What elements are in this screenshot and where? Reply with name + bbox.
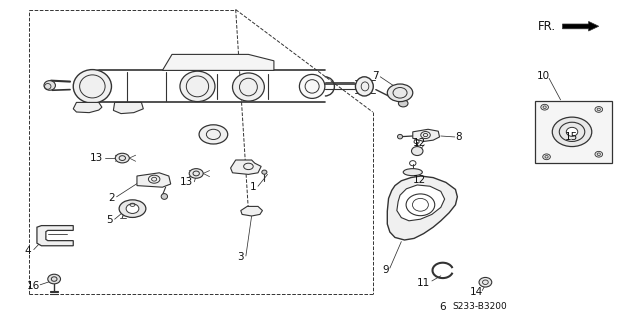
Ellipse shape [161, 194, 168, 199]
Text: 7: 7 [373, 71, 379, 81]
Text: 3: 3 [238, 252, 244, 262]
Text: S233-B3200: S233-B3200 [452, 302, 507, 311]
Polygon shape [162, 54, 274, 70]
Text: 8: 8 [455, 132, 462, 142]
Ellipse shape [403, 169, 422, 176]
Text: 13: 13 [180, 177, 192, 187]
Ellipse shape [115, 153, 129, 163]
Ellipse shape [595, 107, 603, 112]
Ellipse shape [387, 84, 413, 102]
Ellipse shape [199, 125, 228, 144]
Ellipse shape [541, 104, 548, 110]
Ellipse shape [566, 127, 578, 136]
Ellipse shape [412, 147, 423, 156]
Bar [535, 101, 612, 163]
Text: 13: 13 [90, 153, 103, 163]
Ellipse shape [262, 170, 267, 174]
Ellipse shape [48, 274, 61, 284]
Ellipse shape [189, 169, 203, 178]
Polygon shape [73, 102, 102, 113]
Ellipse shape [44, 81, 55, 90]
Ellipse shape [543, 154, 550, 160]
Ellipse shape [126, 204, 139, 213]
Ellipse shape [180, 71, 215, 102]
Ellipse shape [119, 200, 146, 218]
Ellipse shape [399, 100, 408, 107]
Polygon shape [397, 185, 445, 221]
Text: 11: 11 [417, 277, 430, 288]
Text: 12: 12 [413, 175, 426, 185]
Text: 5: 5 [106, 215, 113, 225]
Ellipse shape [397, 134, 403, 139]
Polygon shape [562, 21, 599, 31]
Polygon shape [241, 206, 262, 216]
Ellipse shape [552, 117, 592, 147]
Text: 2: 2 [108, 193, 115, 203]
Text: FR.: FR. [538, 20, 556, 33]
Text: 14: 14 [470, 287, 483, 297]
Text: 1: 1 [250, 182, 256, 192]
Polygon shape [387, 176, 457, 240]
Ellipse shape [479, 277, 492, 287]
Ellipse shape [299, 74, 325, 99]
Text: 16: 16 [27, 281, 40, 291]
Ellipse shape [406, 194, 434, 216]
Polygon shape [231, 160, 261, 174]
Text: 6: 6 [440, 301, 446, 312]
Polygon shape [413, 129, 440, 141]
Polygon shape [37, 226, 73, 246]
Text: 10: 10 [537, 71, 550, 81]
Text: 12: 12 [413, 138, 426, 148]
Polygon shape [137, 173, 171, 187]
Ellipse shape [233, 73, 264, 101]
Ellipse shape [595, 151, 603, 157]
Ellipse shape [355, 77, 373, 96]
Text: 9: 9 [382, 265, 389, 275]
Text: 4: 4 [24, 245, 31, 256]
Text: 15: 15 [565, 132, 578, 142]
Polygon shape [113, 102, 143, 114]
Ellipse shape [73, 69, 111, 103]
